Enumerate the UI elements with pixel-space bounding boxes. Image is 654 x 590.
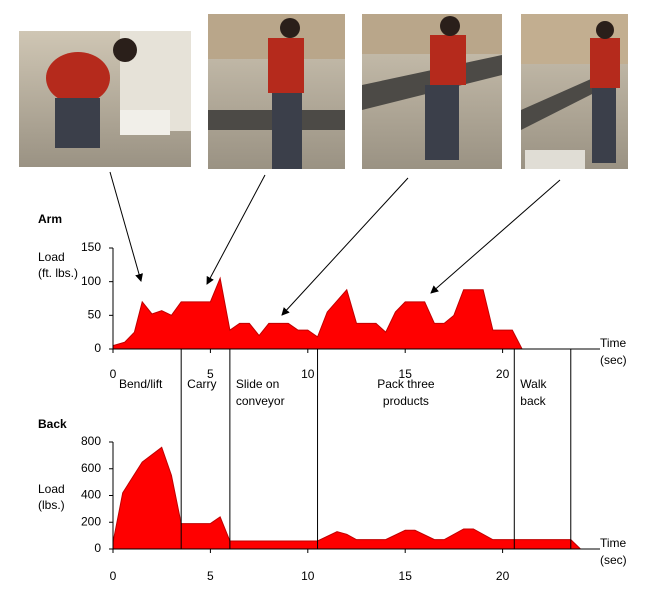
x-axis-label: (sec)	[600, 553, 627, 567]
arrows	[109, 171, 561, 316]
photo	[521, 14, 628, 169]
x-axis-label: Time	[600, 336, 627, 350]
x-axis-label: Time	[600, 536, 627, 550]
phase-label: Slide on	[236, 377, 279, 391]
chart-title: Arm	[38, 212, 62, 226]
x-tick-label: 5	[207, 367, 214, 381]
x-tick-label: 5	[207, 569, 214, 583]
x-tick-label: 20	[496, 367, 510, 381]
x-axis-label: (sec)	[600, 353, 627, 367]
photo	[19, 31, 191, 167]
x-tick-label: 10	[301, 367, 315, 381]
y-tick-label: 400	[81, 488, 101, 502]
x-tick-label: 15	[399, 367, 413, 381]
y-axis-label: (ft. lbs.)	[38, 266, 78, 280]
y-tick-label: 150	[81, 240, 101, 254]
chart-title: Back	[38, 417, 67, 431]
photo	[362, 14, 502, 169]
phase-label: Carry	[187, 377, 216, 391]
phase-label: Walk	[520, 377, 547, 391]
area	[112, 276, 523, 350]
y-tick-label: 100	[81, 274, 101, 288]
y-tick-label: 200	[81, 514, 101, 528]
y-axis-label: Load	[38, 482, 65, 496]
x-tick-label: 10	[301, 569, 315, 583]
y-axis-label: Load	[38, 250, 65, 264]
phase-label: products	[383, 394, 429, 408]
photo	[208, 14, 345, 169]
y-axis-label: (lbs.)	[38, 498, 65, 512]
y-tick-label: 800	[81, 434, 101, 448]
y-tick-label: 600	[81, 461, 101, 475]
x-tick-label: 15	[399, 569, 413, 583]
x-tick-label: 0	[110, 569, 117, 583]
x-tick-label: 20	[496, 569, 510, 583]
y-tick-label: 0	[94, 541, 101, 555]
area	[112, 446, 582, 550]
phase-label: Pack three	[377, 377, 435, 391]
x-tick-label: 0	[110, 367, 117, 381]
phase-label: conveyor	[236, 394, 285, 408]
phase-label: back	[520, 394, 546, 408]
phase-label: Bend/lift	[119, 377, 163, 391]
y-tick-label: 50	[88, 308, 102, 322]
y-tick-label: 0	[94, 341, 101, 355]
